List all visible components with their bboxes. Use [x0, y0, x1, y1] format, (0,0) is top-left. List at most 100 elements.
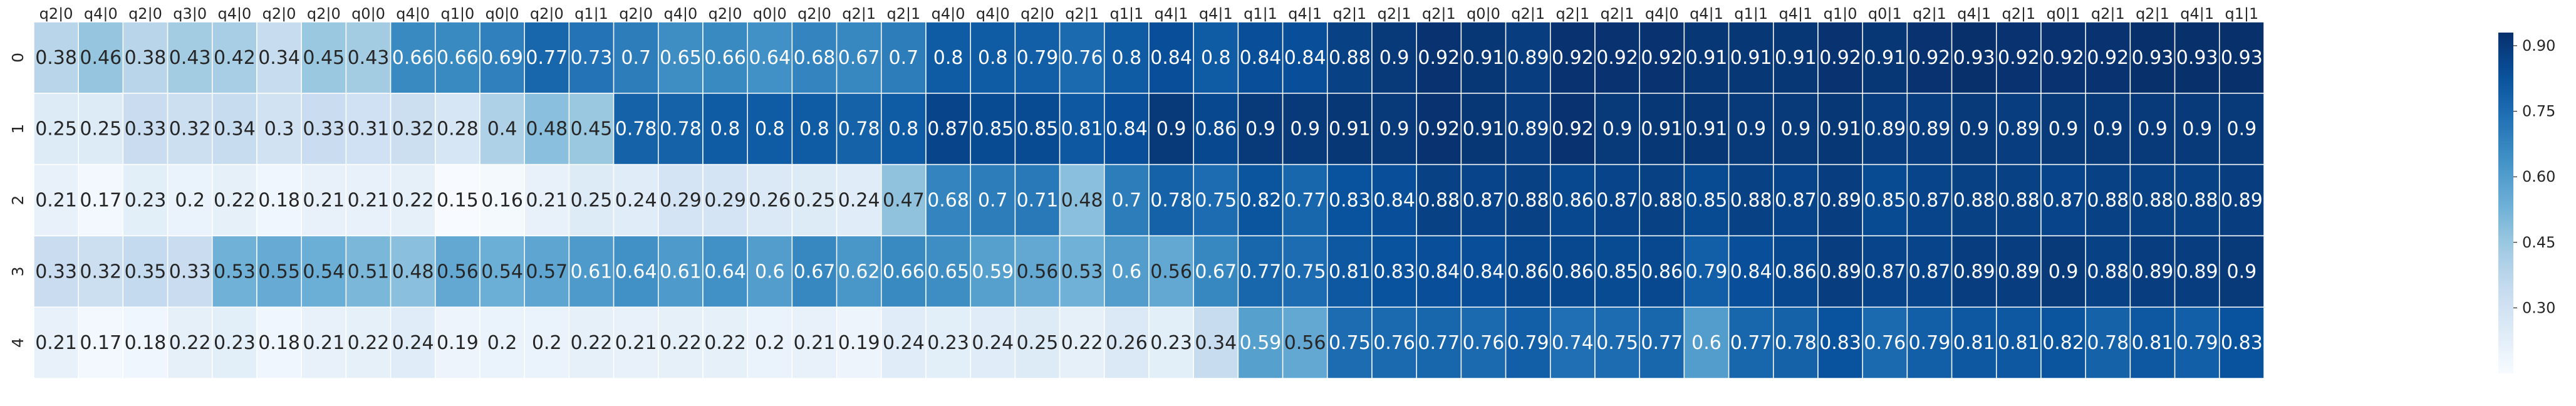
cell-value-label: 0.61 — [571, 261, 613, 283]
cell-value-label: 0.89 — [1998, 118, 2040, 140]
x-tick-labels: q2|0 q4|0 q2|0 q3|0 q4|0 q2|0 q2|0 q0|0 q4|0 q1|0… — [39, 5, 2259, 23]
cell-value-label: 0.88 — [2087, 190, 2129, 212]
cell-value-label: 0.22 — [660, 332, 702, 354]
cell-value-label: 0.88 — [1641, 190, 1683, 212]
cell-value-label: 0.89 — [1819, 190, 1861, 212]
heatmap-cell — [1104, 235, 1150, 308]
cell-value-label: 0.24 — [972, 332, 1014, 354]
x-tick-label: q1|1 — [2225, 5, 2258, 23]
heatmap-cell — [1594, 21, 1640, 94]
cell-value-label: 0.45 — [571, 118, 613, 140]
heatmap-cell — [702, 93, 748, 165]
heatmap-cell — [2085, 235, 2131, 308]
cell-value-label: 0.91 — [1775, 47, 1817, 69]
heatmap-cell — [33, 235, 79, 308]
heatmap-cell — [1327, 306, 1373, 379]
heatmap-cell — [1906, 21, 1953, 94]
x-tick-label: q2|0 — [709, 5, 742, 23]
heatmap-cell — [256, 21, 302, 94]
cell-value-label: 0.9 — [1379, 47, 1410, 69]
cell-value-label: 0.32 — [80, 261, 122, 283]
cell-value-label: 0.81 — [2132, 332, 2174, 354]
cell-value-label: 0.92 — [1641, 47, 1683, 69]
heatmap-cell — [1014, 93, 1061, 165]
cell-value-label: 0.18 — [258, 190, 300, 212]
cell-value-label: 0.9 — [1379, 118, 1410, 140]
heatmap-cell — [970, 21, 1016, 94]
cell-value-label: 0.88 — [1998, 190, 2040, 212]
heatmap-cell — [836, 306, 882, 379]
cell-value-label: 0.89 — [2176, 261, 2218, 283]
cell-value-label: 0.8 — [933, 47, 963, 69]
cell-value-label: 0.51 — [348, 261, 390, 283]
cell-value-label: 0.82 — [2042, 332, 2084, 354]
x-tick-label: q0|0 — [351, 5, 385, 23]
cell-value-label: 0.2 — [532, 332, 562, 354]
cell-value-label: 0.25 — [35, 118, 77, 140]
x-tick-label: q4|1 — [1199, 5, 1233, 23]
x-tick-label: q4|1 — [1288, 5, 1322, 23]
cell-value-label: 0.21 — [35, 190, 77, 212]
heatmap-cell — [2219, 306, 2265, 379]
heatmap-cell — [256, 93, 302, 165]
y-tick-label: 0 — [9, 53, 27, 63]
cell-value-label: 0.78 — [838, 118, 880, 140]
cell-value-label: 0.79 — [1017, 47, 1059, 69]
heatmap-cell — [1416, 235, 1462, 308]
x-tick-label: q2|1 — [842, 5, 876, 23]
cell-value-label: 0.59 — [972, 261, 1014, 283]
heatmap-cell — [1505, 93, 1551, 165]
cell-value-label: 0.87 — [1775, 190, 1817, 212]
cell-value-label: 0.83 — [1329, 190, 1371, 212]
heatmap-cell — [925, 306, 971, 379]
heatmap-cell — [1104, 93, 1150, 165]
heatmap-cell — [791, 21, 838, 94]
x-tick-label: q2|0 — [1021, 5, 1054, 23]
x-tick-label: q1|1 — [1734, 5, 1768, 23]
cell-value-label: 0.23 — [125, 190, 167, 212]
cell-value-label: 0.84 — [1150, 47, 1192, 69]
cell-value-label: 0.76 — [1373, 332, 1415, 354]
heatmap-cell — [1327, 164, 1373, 237]
heatmap-cell — [2219, 164, 2265, 237]
cell-value-label: 0.8 — [889, 118, 919, 140]
cell-value-label: 0.6 — [755, 261, 785, 283]
cell-value-label: 0.8 — [1201, 47, 1231, 69]
heatmap-cell — [791, 235, 838, 308]
cell-value-label: 0.66 — [883, 261, 925, 283]
cell-value-label: 0.8 — [1112, 47, 1142, 69]
heatmap-cell — [345, 164, 392, 237]
cell-value-label: 0.38 — [35, 47, 77, 69]
cell-value-label: 0.75 — [1284, 261, 1326, 283]
cell-value-label: 0.77 — [1730, 332, 1772, 354]
colorbar-tick-label: 0.45 — [2522, 234, 2555, 251]
x-tick-label: q2|0 — [39, 5, 73, 23]
heatmap-cell — [1951, 93, 1997, 165]
heatmap-cell — [881, 306, 927, 379]
cell-value-label: 0.83 — [1373, 261, 1415, 283]
cell-value-label: 0.75 — [1596, 332, 1638, 354]
cell-value-label: 0.53 — [214, 261, 256, 283]
heatmap-cell — [167, 306, 213, 379]
heatmap-cell — [1728, 306, 1774, 379]
heatmap-cell — [1148, 235, 1194, 308]
cell-value-label: 0.92 — [1418, 118, 1460, 140]
cell-value-label: 0.84 — [1240, 47, 1282, 69]
cell-value-label: 0.87 — [927, 118, 969, 140]
heatmap-cell — [1550, 306, 1596, 379]
cell-value-label: 0.25 — [794, 190, 836, 212]
heatmap-cell — [1505, 164, 1551, 237]
x-tick-label: q4|1 — [1690, 5, 1723, 23]
cell-value-label: 0.32 — [392, 118, 434, 140]
x-tick-label: q0|1 — [2047, 5, 2080, 23]
heatmap-cell — [1550, 93, 1596, 165]
heatmap-cell — [1773, 21, 1819, 94]
cell-value-label: 0.45 — [303, 47, 345, 69]
heatmap-cell — [1193, 164, 1239, 237]
cell-value-label: 0.92 — [1909, 47, 1951, 69]
heatmap-cell — [1282, 21, 1328, 94]
cell-value-label: 0.77 — [1284, 190, 1326, 212]
heatmap-cell — [613, 93, 659, 165]
cell-value-label: 0.56 — [1150, 261, 1192, 283]
cell-value-label: 0.81 — [1953, 332, 1995, 354]
